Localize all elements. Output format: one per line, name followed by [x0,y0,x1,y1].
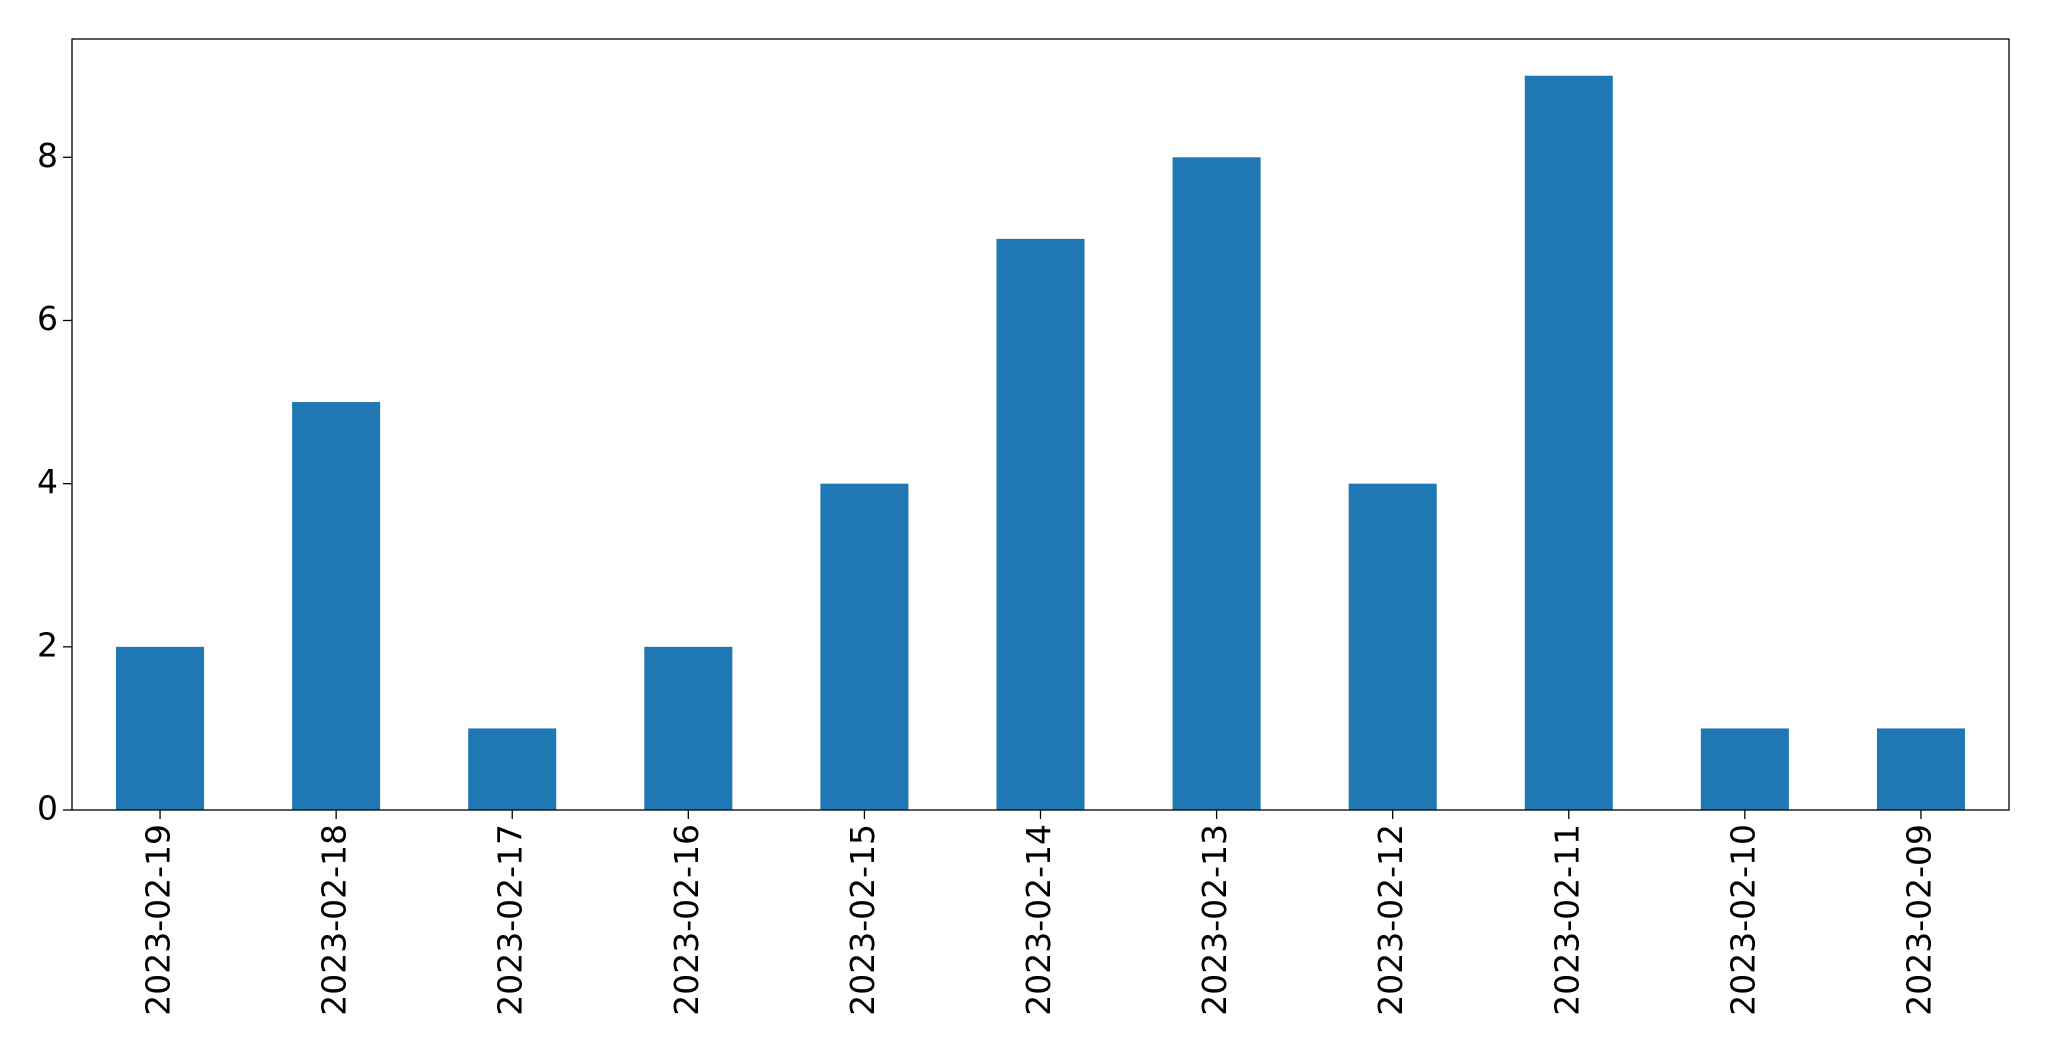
y-tick-label: 4 [37,462,58,501]
x-tick-label: 2023-02-11 [1547,824,1586,1016]
x-tick-label: 2023-02-15 [843,824,882,1016]
bar [1700,728,1789,810]
bar [996,238,1085,810]
bar [1524,75,1613,810]
y-tick-label: 2 [37,625,58,664]
y-tick-label: 0 [37,789,58,828]
bar [820,483,909,810]
x-tick-label: 2023-02-17 [491,824,530,1016]
bar [468,728,557,810]
x-tick-label: 2023-02-12 [1371,824,1410,1016]
plot-frame [71,38,2010,811]
x-tick-label: 2023-02-16 [667,824,706,1016]
x-tick-label: 2023-02-10 [1723,824,1762,1016]
x-tick-label: 2023-02-14 [1019,824,1058,1016]
bar [1172,157,1261,811]
x-tick-label: 2023-02-18 [315,824,354,1016]
bar [116,646,205,810]
bar [1876,728,1965,810]
x-tick-label: 2023-02-13 [1195,824,1234,1016]
bar [292,402,381,810]
x-tick-label: 2023-02-09 [1899,824,1938,1016]
y-tick-label: 8 [37,136,58,175]
x-tick-label: 2023-02-19 [139,824,178,1016]
bar [644,646,733,810]
y-tick-label: 6 [37,299,58,338]
bar [1348,483,1437,810]
